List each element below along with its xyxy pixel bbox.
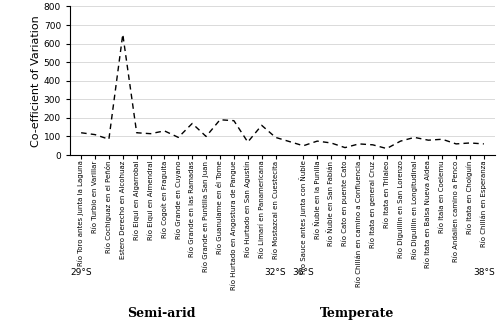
- Y-axis label: Co-efficient of Variation: Co-efficient of Variation: [31, 15, 41, 147]
- Text: Semi-arid: Semi-arid: [127, 307, 196, 320]
- Text: Temperate: Temperate: [320, 307, 394, 320]
